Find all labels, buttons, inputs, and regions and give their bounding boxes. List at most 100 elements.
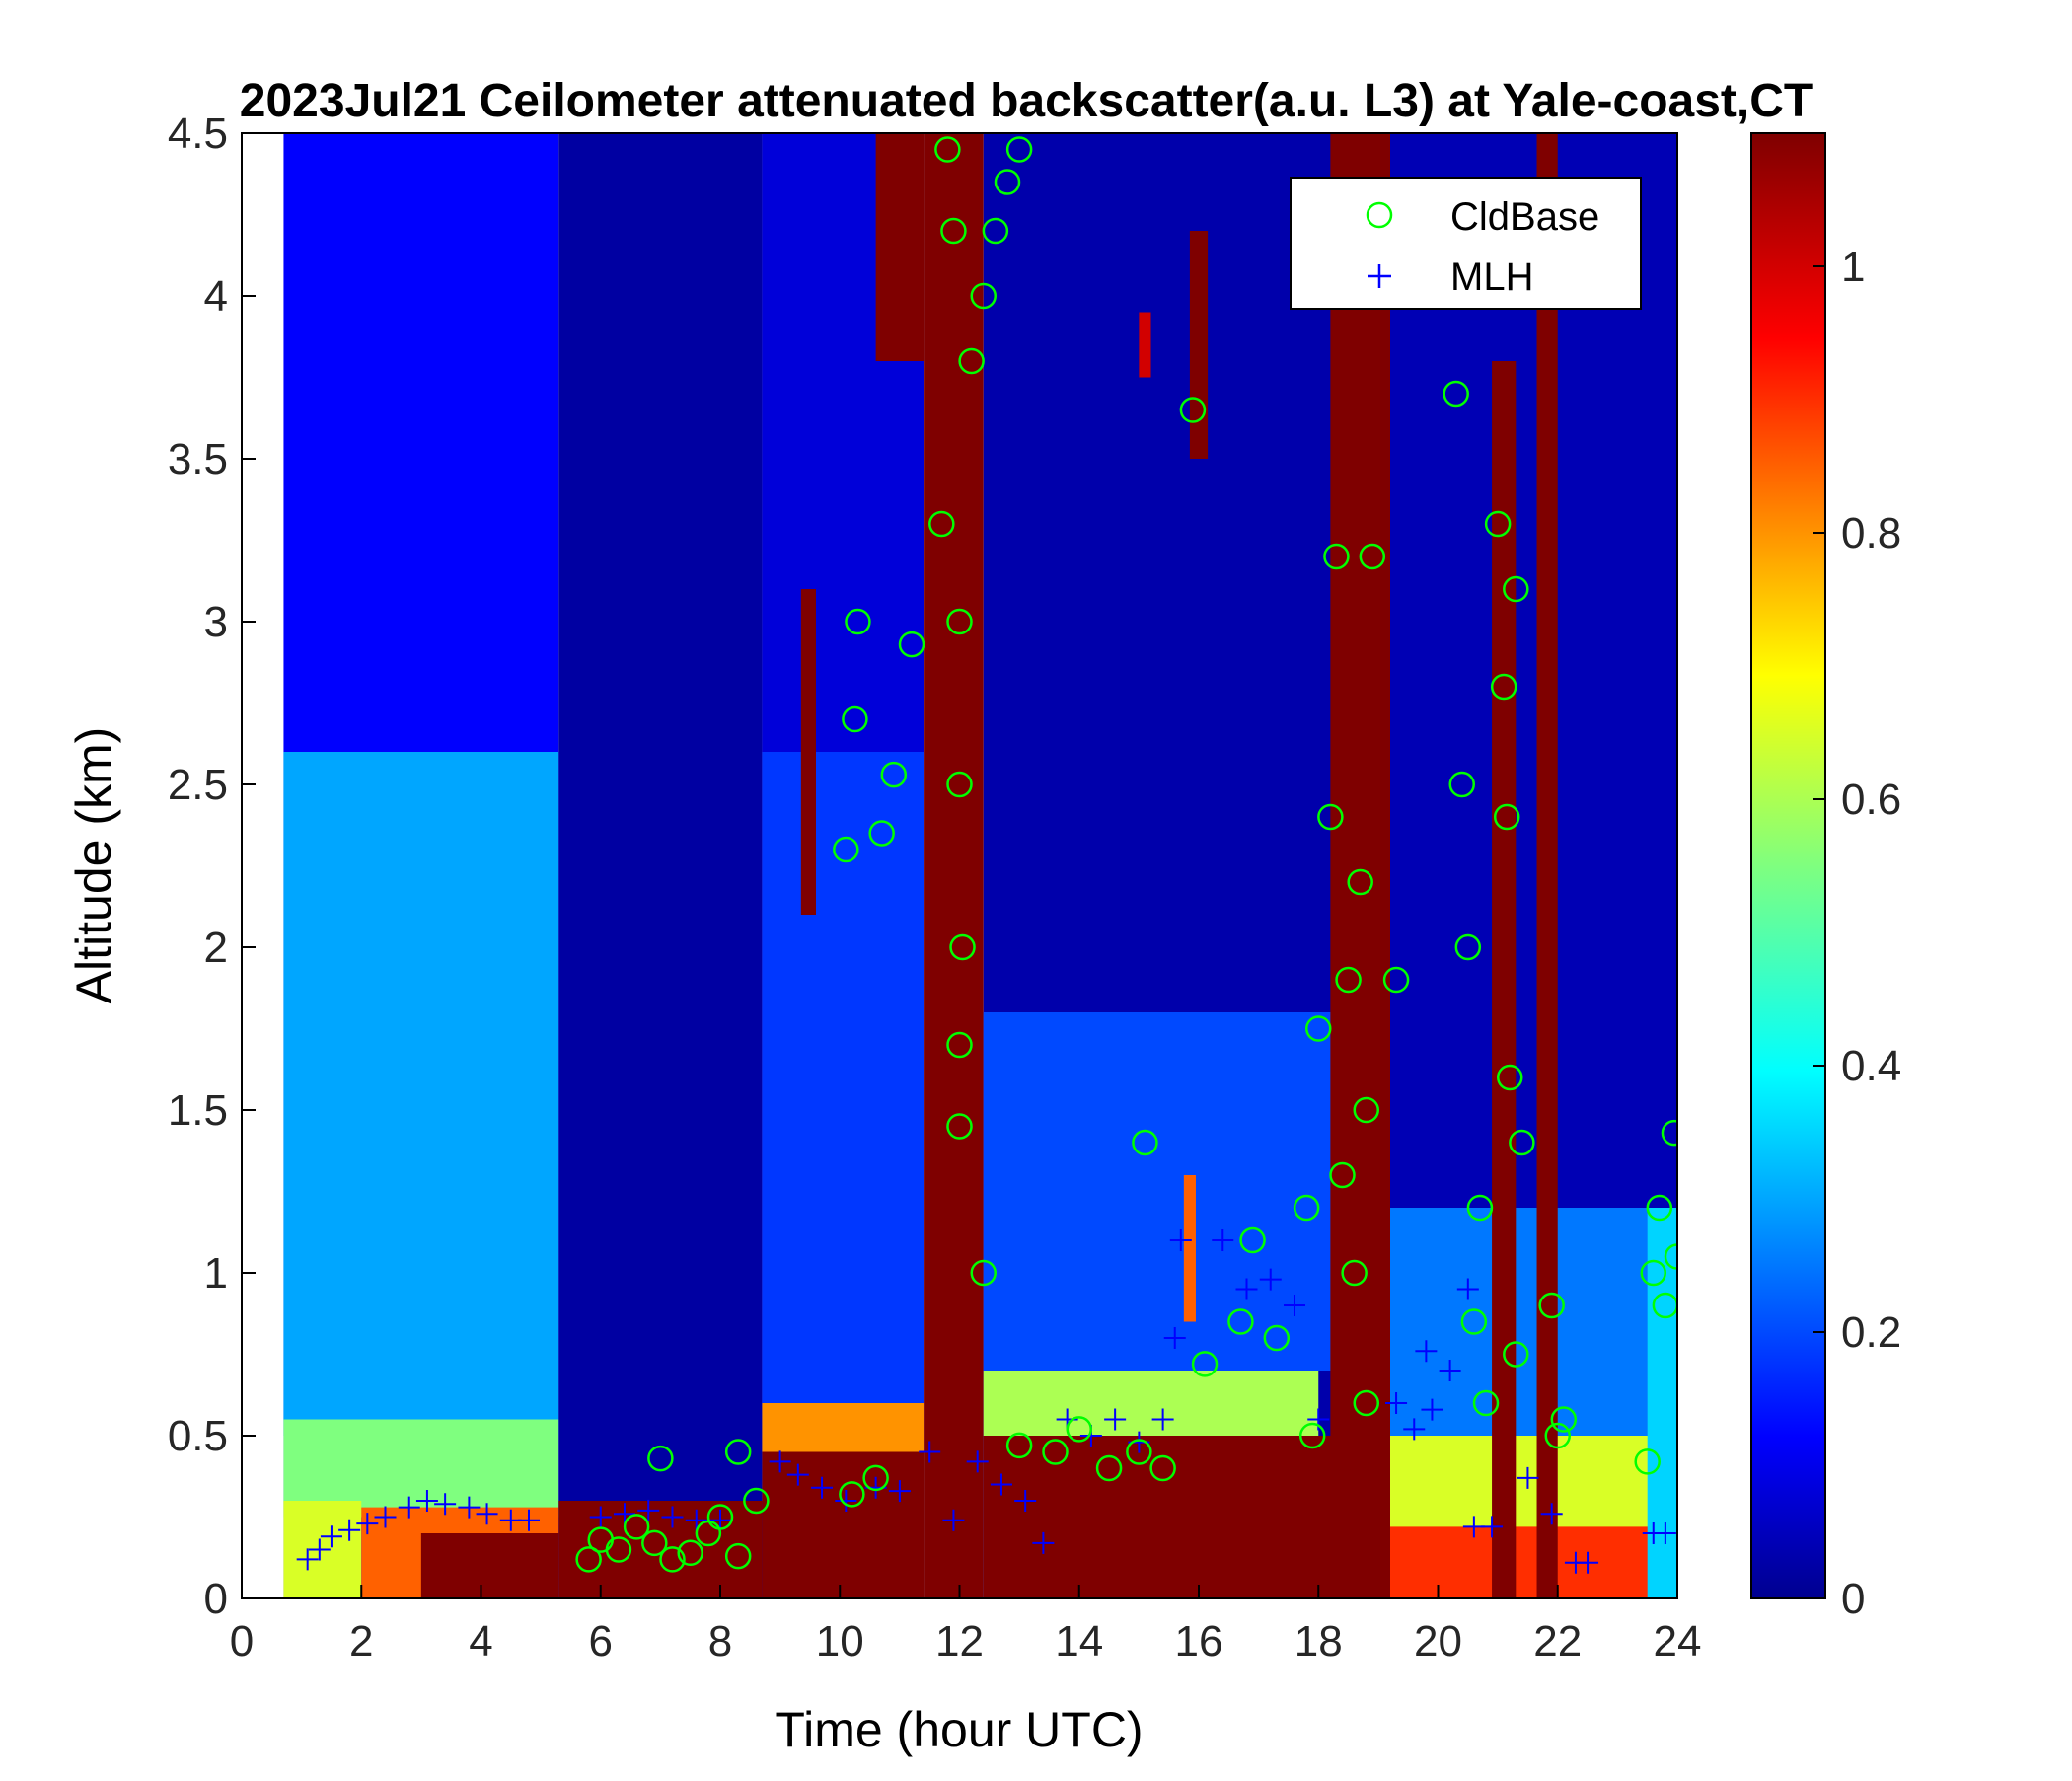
mlh-point <box>296 1548 319 1571</box>
cloud-base-point <box>958 347 985 375</box>
cloud-base-point <box>1472 1389 1500 1417</box>
cloud-base-point <box>868 820 895 847</box>
cloud-base-point <box>845 608 871 635</box>
cloud-base-point <box>1191 1351 1219 1377</box>
mlh-point <box>1163 1327 1186 1349</box>
mlh-point <box>1403 1418 1426 1441</box>
mlh-point <box>1104 1408 1127 1431</box>
cloud-base-point <box>1347 868 1373 896</box>
mlh-point <box>769 1450 791 1473</box>
cloud-base-point <box>862 1464 889 1492</box>
cloud-base-point <box>970 1259 997 1287</box>
cloud-base-point <box>706 1504 734 1530</box>
cloud-base-point <box>1293 1194 1320 1222</box>
cloud-base-point <box>1329 1161 1356 1189</box>
heatmap-cell <box>420 1533 559 1598</box>
mlh-point <box>1014 1490 1037 1512</box>
colorbar <box>1750 132 1826 1599</box>
cloud-base-point <box>982 217 1009 245</box>
x-tick-label: 16 <box>1175 1617 1223 1666</box>
heatmap-cell <box>875 133 925 361</box>
x-tick-label: 0 <box>230 1617 254 1666</box>
mlh-point <box>308 1538 331 1561</box>
cloud-base-point <box>575 1546 602 1573</box>
cloud-base-point <box>1538 1292 1565 1319</box>
cloud-base-point <box>724 1542 752 1570</box>
cloud-base-point <box>949 933 976 961</box>
mlh-point <box>1577 1551 1599 1574</box>
y-tick-label: 2.5 <box>168 761 228 809</box>
cloud-base-point <box>934 136 961 163</box>
heatmap-cell <box>762 1403 925 1452</box>
mlh-point <box>835 1490 857 1512</box>
mlh-point <box>919 1441 941 1463</box>
legend-box <box>1290 177 1642 310</box>
heatmap-cell <box>1390 1436 1677 1533</box>
mlh-point <box>1517 1466 1539 1489</box>
legend-cldbase-label: CldBase <box>1450 195 1599 239</box>
cloud-base-point <box>1179 397 1207 423</box>
heatmap-cell <box>1183 1175 1196 1322</box>
mlh-point <box>1540 1503 1563 1525</box>
legend-mlh-marker <box>1368 264 1391 288</box>
cloud-base-point <box>1305 1015 1332 1042</box>
cloud-base-point <box>842 705 868 733</box>
x-axis-label: Time (hour UTC) <box>775 1702 1143 1757</box>
heatmap-cell <box>762 752 925 1403</box>
y-tick-label: 2 <box>204 924 228 972</box>
cloud-base-point <box>1503 1341 1529 1368</box>
cloud-base-point <box>623 1514 650 1540</box>
heatmap-cell <box>1189 231 1209 459</box>
cloud-base-point <box>1382 966 1410 994</box>
mlh-point <box>398 1496 420 1519</box>
cloud-base-point <box>1634 1448 1661 1475</box>
x-tick-label: 18 <box>1295 1617 1343 1666</box>
mlh-point <box>786 1463 809 1486</box>
mlh-point <box>990 1473 1012 1496</box>
mlh-point <box>966 1450 989 1473</box>
mlh-point <box>476 1503 498 1525</box>
colorbar-ticks: 0 0.2 0.4 0.6 0.8 1 <box>1813 243 1901 1623</box>
mlh-series <box>296 1229 1676 1574</box>
cloud-base-point <box>1664 1243 1677 1270</box>
mlh-point <box>1235 1278 1258 1300</box>
x-tick-label: 8 <box>708 1617 732 1666</box>
cloud-base-point <box>898 631 925 658</box>
cloud-base-point <box>1661 1119 1677 1147</box>
heatmap-cell <box>1390 1208 1677 1468</box>
y-tick-label: 3.5 <box>168 435 228 483</box>
cloud-base-point <box>1484 510 1512 538</box>
cloud-base-point <box>1335 966 1362 994</box>
cloud-base-point <box>928 510 955 538</box>
cloud-base-point <box>1126 1439 1152 1465</box>
legend-cldbase-marker <box>1366 201 1393 229</box>
legend: CldBase MLH <box>1290 177 1642 310</box>
mlh-point <box>1032 1531 1055 1554</box>
mlh-point <box>1151 1408 1174 1431</box>
colorbar-tick-label: 0.4 <box>1841 1042 1901 1090</box>
heatmap-cell <box>800 589 816 915</box>
mlh-point <box>1481 1516 1504 1538</box>
heatmap-cell <box>983 1436 1390 1598</box>
heatmap-cell <box>1139 312 1151 378</box>
x-axis-ticks: 0 2 4 6 8 10 12 14 16 18 20 22 24 <box>230 1585 1701 1666</box>
cloud-base-point <box>1341 1259 1368 1287</box>
mlh-point <box>1421 1398 1443 1421</box>
cloud-base-point <box>1503 575 1529 603</box>
cloud-base-point <box>1646 1194 1673 1222</box>
cloud-base-point <box>1263 1324 1291 1352</box>
mlh-point <box>1259 1268 1282 1291</box>
heatmap-cell <box>1330 133 1390 1598</box>
cloud-base-point <box>1298 1422 1326 1449</box>
mlh-point <box>415 1490 438 1512</box>
cloud-base-point <box>641 1529 668 1557</box>
cloud-base-point <box>946 1113 973 1140</box>
heatmap-cell <box>1492 361 1517 1598</box>
mlh-point <box>1439 1360 1461 1381</box>
heatmap-cell <box>558 133 763 1598</box>
cloud-base-point <box>1443 380 1469 408</box>
cloud-base-point <box>1493 803 1520 831</box>
mlh-point <box>888 1480 911 1503</box>
mlh-point <box>374 1506 397 1528</box>
